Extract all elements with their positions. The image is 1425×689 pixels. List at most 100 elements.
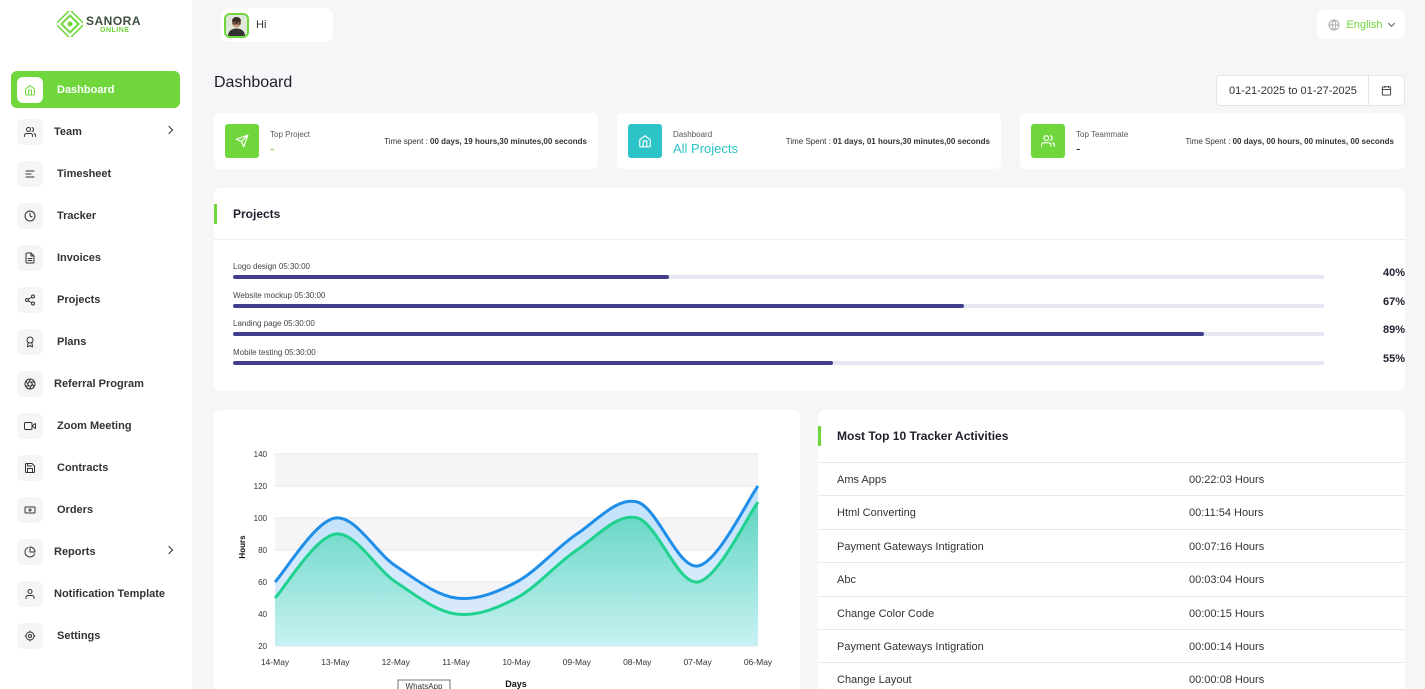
activity-name: Payment Gateways Intigration [837,641,984,653]
language-select[interactable]: English [1317,10,1405,39]
sidebar-item-label: Timesheet [57,167,112,180]
y-tick-label: 80 [258,546,267,555]
avatar [224,12,249,38]
x-tick-label: 11-May [442,657,470,667]
y-tick-label: 140 [254,450,268,459]
activity-row[interactable]: Change Color Code 00:00:15 Hours [818,595,1405,629]
progress-track [233,275,1324,279]
stat-value[interactable]: All Projects [673,141,739,156]
activity-name: Change Layout [837,674,912,687]
progress-track [233,332,1324,336]
chevron-right-icon [164,125,174,135]
sidebar-item-dashboard[interactable]: Dashboard [11,71,180,108]
activity-duration: 00:00:14 Hours [1189,641,1265,653]
activity-duration: 00:00:15 Hours [1189,607,1265,620]
activity-row[interactable]: Payment Gateways Intigration 00:00:14 Hou… [818,629,1405,662]
clock-icon [17,202,43,229]
series-2-line [273,501,760,617]
activity-duration: 00:03:04 Hours [1189,574,1265,587]
activity-row[interactable]: Payment Gateways Intigration 00:07:16 Hou… [818,528,1405,562]
award-icon [17,328,43,355]
cash-icon [17,496,43,523]
stat-label: Top Teammate [1076,130,1129,139]
y-tick-label: 60 [258,578,267,587]
project-label: Mobile testing 05:30:00 [233,347,316,357]
tracker-activities-panel: Most Top 10 Tracker Activities Ams Apps 0… [818,410,1405,689]
sidebar-item-label: Dashboard [57,83,115,96]
activity-row[interactable]: Abc 00:03:04 Hours [818,562,1405,595]
grid-band [275,454,758,486]
series-1-line [273,485,760,601]
sidebar-item-notification-template[interactable]: Notification Template [11,575,180,612]
projects-title: Projects [214,204,280,224]
sidebar-item-projects[interactable]: Projects [11,281,180,318]
activity-row[interactable]: Change Layout 00:00:08 Hours [818,662,1405,689]
video-icon [17,412,43,439]
y-tick-label: 120 [254,482,268,491]
stat-time-spent: Time spent : 00 days, 19 hours,30 minute… [384,137,587,146]
sidebar: SANORA ONLINE Dashboard Team Timesheet T… [0,0,192,689]
sidebar-item-team[interactable]: Team [11,113,180,150]
stat-card-dashboard: Dashboard All Projects Time Spent : 01 d… [617,113,1001,169]
chevron-right-icon [164,545,174,555]
file-icon [17,244,43,271]
users-icon [17,118,43,145]
progress-percent: 55% [1382,352,1405,365]
sidebar-nav: Dashboard Team Timesheet Tracker Invoice… [11,71,180,659]
sidebar-item-label: Projects [57,293,101,306]
progress-fill [233,332,1204,336]
sidebar-item-zoom-meeting[interactable]: Zoom Meeting [11,407,180,444]
sidebar-item-invoices[interactable]: Invoices [11,239,180,276]
sidebar-item-orders[interactable]: Orders [11,491,180,528]
activity-row[interactable]: Ams Apps 00:22:03 Hours [818,462,1405,495]
y-axis-label: Hours [238,535,247,559]
sidebar-item-label: Team [54,125,82,138]
y-tick-label: 40 [258,610,267,619]
progress-percent: 40% [1382,267,1405,279]
logo-icon [57,11,83,37]
x-tick-label: 06-May [744,657,773,667]
brand-logo[interactable]: SANORA ONLINE [57,11,141,37]
home-icon [628,124,662,158]
stat-label: Dashboard [673,130,713,139]
save-icon [17,454,43,481]
sidebar-item-label: Orders [57,503,94,516]
date-range-picker[interactable]: 01-21-2025 to 01-27-2025 [1216,75,1405,106]
hours-chart-panel: 20 40 60 80 100 120 140 14-May 13-May 12-May 11-Ma… [214,410,800,689]
user-greeting[interactable]: Hi [221,8,333,42]
progress-percent: 67% [1382,295,1405,308]
aperture-icon [17,370,43,397]
progress-percent: 89% [1382,324,1405,336]
activity-duration: 00:00:08 Hours [1189,674,1265,687]
date-range-input[interactable]: 01-21-2025 to 01-27-2025 [1229,84,1357,97]
x-tick-label: 09-May [563,657,592,667]
progress-fill [233,360,834,365]
x-tick-label: 10-May [502,657,531,667]
activity-name: Ams Apps [837,474,887,486]
sidebar-item-label: Referral Program [54,377,144,390]
stat-card-top-project: Top Project - Time spent : 00 days, 19 h… [214,113,598,169]
sidebar-item-tracker[interactable]: Tracker [11,197,180,234]
globe-icon [1329,19,1340,30]
x-tick-label: 12-May [382,657,411,667]
sidebar-item-reports[interactable]: Reports [11,533,180,570]
calendar-button[interactable] [1368,76,1404,105]
sidebar-item-timesheet[interactable]: Timesheet [11,155,180,192]
whatsapp-badge [397,679,451,689]
sidebar-item-plans[interactable]: Plans [11,323,180,360]
sidebar-item-contracts[interactable]: Contracts [11,449,180,486]
stat-value: - [1076,141,1081,156]
activity-name: Payment Gateways Intigration [837,540,984,553]
activity-name: Change Color Code [837,607,935,620]
sidebar-item-label: Settings [57,629,101,642]
calendar-icon [1382,85,1392,96]
activity-name: Html Converting [837,507,916,520]
sidebar-item-settings[interactable]: Settings [11,617,180,654]
activity-duration: 00:22:03 Hours [1189,474,1265,486]
activity-row[interactable]: Html Converting 00:11:54 Hours [818,495,1405,528]
send-icon [225,124,259,158]
list-icon [17,160,43,187]
sidebar-item-label: Reports [54,545,96,558]
projects-panel: Projects Logo design 05:30:00 40% Website … [214,188,1405,391]
sidebar-item-referral-program[interactable]: Referral Program [11,365,180,402]
